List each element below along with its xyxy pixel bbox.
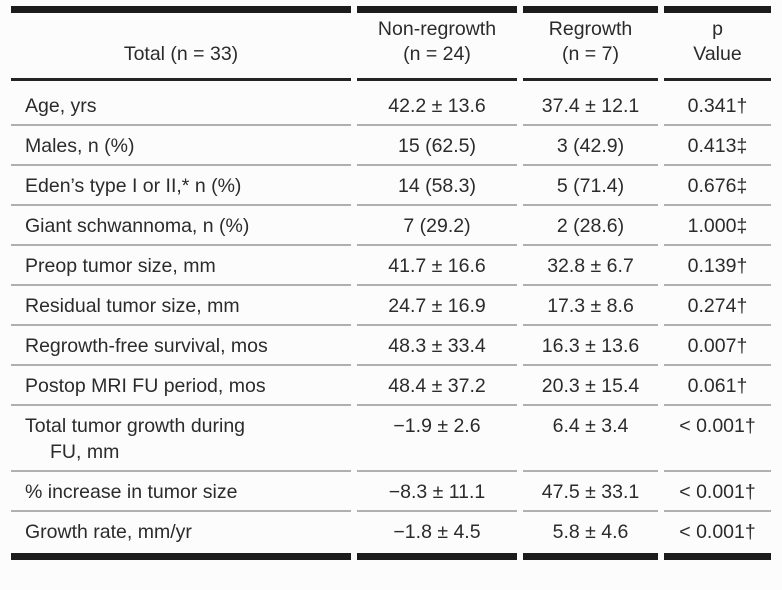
p-value: 0.139† bbox=[664, 246, 771, 286]
p-value: 0.061† bbox=[664, 366, 771, 406]
table-row-total-tumor-growth: Total tumor growth during FU, mm −1.9 ± … bbox=[11, 406, 771, 472]
table-row-residual-tumor-size: Residual tumor size, mm 24.7 ± 16.9 17.3… bbox=[11, 286, 771, 326]
non-regrowth-value: −1.9 ± 2.6 bbox=[357, 406, 517, 472]
non-regrowth-value: 7 (29.2) bbox=[357, 206, 517, 246]
p-value: < 0.001† bbox=[664, 406, 771, 472]
non-regrowth-value: 15 (62.5) bbox=[357, 126, 517, 166]
header-p-line1: p bbox=[712, 18, 723, 40]
non-regrowth-value: 42.2 ± 13.6 bbox=[357, 81, 517, 126]
header-regrowth-line1: Regrowth bbox=[548, 18, 633, 40]
regrowth-value: 5.8 ± 4.6 bbox=[523, 512, 658, 560]
regrowth-value: 20.3 ± 15.4 bbox=[523, 366, 658, 406]
column-header-total: Total (n = 33) bbox=[11, 6, 351, 81]
regrowth-value: 37.4 ± 12.1 bbox=[523, 81, 658, 126]
table-row-growth-rate: Growth rate, mm/yr −1.8 ± 4.5 5.8 ± 4.6 … bbox=[11, 512, 771, 560]
p-value: 0.274† bbox=[664, 286, 771, 326]
header-non-regrowth-line1: Non-regrowth bbox=[377, 18, 497, 40]
regrowth-value: 3 (42.9) bbox=[523, 126, 658, 166]
table-row-preop-tumor-size: Preop tumor size, mm 41.7 ± 16.6 32.8 ± … bbox=[11, 246, 771, 286]
non-regrowth-value: 24.7 ± 16.9 bbox=[357, 286, 517, 326]
table-body: Age, yrs 42.2 ± 13.6 37.4 ± 12.1 0.341† … bbox=[11, 81, 771, 560]
header-p-line2: Value bbox=[693, 43, 742, 65]
header-row: Total (n = 33) Non-regrowth (n = 24) Reg… bbox=[11, 6, 771, 81]
patient-comparison-table: Total (n = 33) Non-regrowth (n = 24) Reg… bbox=[5, 6, 777, 560]
column-header-regrowth: Regrowth (n = 7) bbox=[523, 6, 658, 81]
non-regrowth-value: −1.8 ± 4.5 bbox=[357, 512, 517, 560]
row-label-line1: Total tumor growth during bbox=[25, 415, 246, 437]
row-label-line2: FU, mm bbox=[50, 441, 120, 463]
table-row-eden-type: Eden’s type I or II,* n (%) 14 (58.3) 5 … bbox=[11, 166, 771, 206]
regrowth-value: 5 (71.4) bbox=[523, 166, 658, 206]
row-label: Residual tumor size, mm bbox=[11, 286, 351, 326]
column-header-p-value: p Value bbox=[664, 6, 771, 81]
p-value: 0.413‡ bbox=[664, 126, 771, 166]
table-header: Total (n = 33) Non-regrowth (n = 24) Reg… bbox=[11, 6, 771, 81]
header-non-regrowth-line2: (n = 24) bbox=[403, 43, 471, 65]
table-row-males: Males, n (%) 15 (62.5) 3 (42.9) 0.413‡ bbox=[11, 126, 771, 166]
row-label: Preop tumor size, mm bbox=[11, 246, 351, 286]
p-value: 0.007† bbox=[664, 326, 771, 366]
p-value: 1.000‡ bbox=[664, 206, 771, 246]
table-row-pct-increase: % increase in tumor size −8.3 ± 11.1 47.… bbox=[11, 472, 771, 512]
table-row-regrowth-free-survival: Regrowth-free survival, mos 48.3 ± 33.4 … bbox=[11, 326, 771, 366]
p-value: 0.341† bbox=[664, 81, 771, 126]
regrowth-value: 6.4 ± 3.4 bbox=[523, 406, 658, 472]
header-regrowth-line2: (n = 7) bbox=[562, 43, 619, 65]
non-regrowth-value: 48.3 ± 33.4 bbox=[357, 326, 517, 366]
column-header-non-regrowth: Non-regrowth (n = 24) bbox=[357, 6, 517, 81]
regrowth-value: 2 (28.6) bbox=[523, 206, 658, 246]
row-label: Males, n (%) bbox=[11, 126, 351, 166]
row-label: Age, yrs bbox=[11, 81, 351, 126]
non-regrowth-value: 14 (58.3) bbox=[357, 166, 517, 206]
row-label: Growth rate, mm/yr bbox=[11, 512, 351, 560]
row-label: Postop MRI FU period, mos bbox=[11, 366, 351, 406]
table-row-postop-mri-fu: Postop MRI FU period, mos 48.4 ± 37.2 20… bbox=[11, 366, 771, 406]
p-value: 0.676‡ bbox=[664, 166, 771, 206]
regrowth-value: 17.3 ± 8.6 bbox=[523, 286, 658, 326]
non-regrowth-value: 41.7 ± 16.6 bbox=[357, 246, 517, 286]
row-label: Giant schwannoma, n (%) bbox=[11, 206, 351, 246]
row-label: Regrowth-free survival, mos bbox=[11, 326, 351, 366]
regrowth-value: 16.3 ± 13.6 bbox=[523, 326, 658, 366]
p-value: < 0.001† bbox=[664, 512, 771, 560]
p-value: < 0.001† bbox=[664, 472, 771, 512]
non-regrowth-value: 48.4 ± 37.2 bbox=[357, 366, 517, 406]
row-label: Eden’s type I or II,* n (%) bbox=[11, 166, 351, 206]
non-regrowth-value: −8.3 ± 11.1 bbox=[357, 472, 517, 512]
header-total-label: Total (n = 33) bbox=[123, 43, 239, 65]
table-row-giant-schwannoma: Giant schwannoma, n (%) 7 (29.2) 2 (28.6… bbox=[11, 206, 771, 246]
regrowth-value: 47.5 ± 33.1 bbox=[523, 472, 658, 512]
row-label: % increase in tumor size bbox=[11, 472, 351, 512]
table-row-age: Age, yrs 42.2 ± 13.6 37.4 ± 12.1 0.341† bbox=[11, 81, 771, 126]
row-label: Total tumor growth during FU, mm bbox=[11, 406, 351, 472]
regrowth-value: 32.8 ± 6.7 bbox=[523, 246, 658, 286]
